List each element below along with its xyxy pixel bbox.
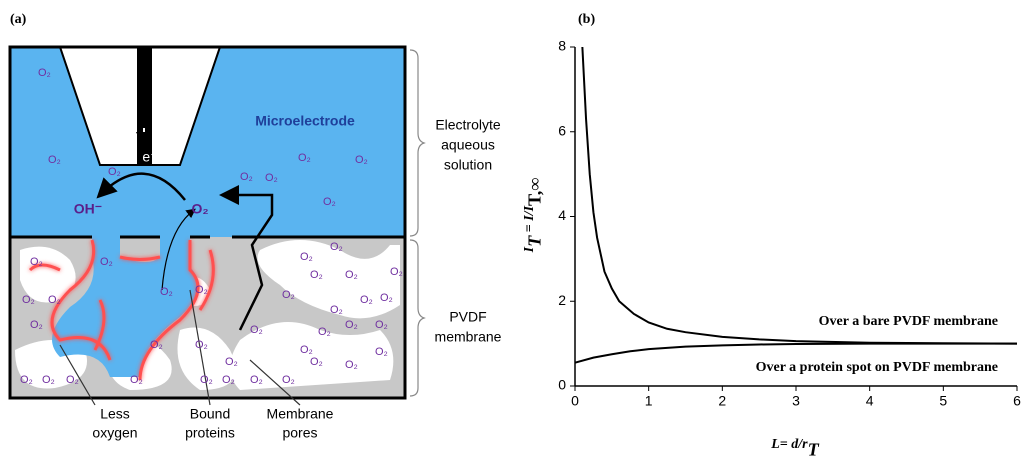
o2-label: O₂	[48, 294, 61, 306]
o2-label: O₂	[345, 269, 358, 281]
y-tick-label: 8	[558, 38, 566, 54]
callout-lines	[59, 289, 301, 406]
x-tick-label: 3	[792, 393, 800, 409]
o2-label: O₂	[380, 292, 393, 304]
axis-label-part: = I/I	[522, 205, 537, 235]
o2-label: O₂	[22, 294, 35, 306]
o2-label: O₂	[345, 359, 358, 371]
o2-label: O₂	[108, 166, 121, 178]
line-series	[581, 46, 1018, 345]
o2-label: O₂	[323, 196, 336, 208]
oxygen-label: O₂	[191, 201, 208, 217]
o2-label: O₂	[222, 374, 235, 386]
reaction-arrow	[96, 172, 186, 201]
callout-label: Membrane	[267, 406, 334, 422]
panel-label: (a)	[10, 12, 27, 27]
y-tick-label: 4	[558, 207, 566, 223]
o2-label: O₂	[300, 251, 313, 263]
o2-label: O₂	[360, 294, 373, 306]
o2-label: O₂	[130, 374, 143, 386]
o2-label: O₂	[345, 319, 358, 331]
line-series	[574, 342, 1017, 364]
panel-a-frame	[8, 45, 407, 400]
o2-label: O₂	[240, 171, 253, 183]
o2-label: O₂	[355, 154, 368, 166]
o2-label: O₂	[30, 319, 43, 331]
series-annotation: Over a protein spot on PVDF membrane	[756, 360, 998, 375]
o2-label: O₂	[20, 374, 33, 386]
o2-label: O₂	[225, 356, 238, 368]
axis-label-part: T,∞	[525, 178, 545, 206]
pore-diffusion-arrow	[219, 185, 274, 331]
o2-label: O₂	[48, 154, 61, 166]
series-annotation: Over a bare PVDF membrane	[819, 314, 998, 329]
x-axis-label: L= d/rT	[770, 437, 819, 459]
o2-label: O₂	[160, 286, 173, 298]
y-tick-label: 2	[558, 292, 566, 308]
o2-label: O₂	[195, 284, 208, 296]
x-tick-label: 2	[718, 393, 726, 409]
o2-label: O₂	[150, 339, 163, 351]
electrolyte-label: Electrolyte	[435, 117, 501, 133]
y-tick-label: 0	[558, 377, 566, 393]
o2-label: O₂	[100, 256, 113, 268]
membrane-label: membrane	[435, 329, 502, 345]
electrode-wire	[137, 47, 152, 165]
o2-label: O₂	[390, 266, 403, 278]
callout-label: proteins	[185, 425, 235, 441]
x-tick-label: 4	[866, 393, 874, 409]
o2-label: O₂	[375, 346, 388, 358]
callout-label: oxygen	[92, 425, 137, 441]
o2-label: O₂	[38, 67, 51, 79]
panel-label: (b)	[578, 12, 595, 27]
diffusion-arrow	[161, 208, 196, 291]
o2-label: O₂	[195, 339, 208, 351]
o2-label: O₂	[265, 172, 278, 184]
o2-label: O₂	[282, 374, 295, 386]
o2-label: O₂	[310, 269, 323, 281]
o2-label: O₂	[330, 241, 343, 253]
o2-label: O₂	[30, 256, 43, 268]
protein-layer	[28, 239, 215, 381]
o2-label: O₂	[282, 289, 295, 301]
x-tick-label: 0	[571, 393, 579, 409]
callout-label: pores	[282, 425, 317, 441]
o2-label: O₂	[250, 374, 263, 386]
axis-label-part: I	[522, 246, 537, 253]
callout-label: Less	[100, 406, 130, 422]
o2-label: O₂	[300, 344, 313, 356]
o2-label: O₂	[330, 304, 343, 316]
membrane-label: PVDF	[449, 309, 486, 325]
pores	[15, 240, 400, 390]
o2-label: O₂	[310, 356, 323, 368]
o2-label: O₂	[66, 374, 79, 386]
axis-label-part: T	[808, 440, 820, 460]
x-tick-label: 5	[939, 393, 947, 409]
axis-label-part: L= d/r	[770, 437, 808, 452]
electrolyte-label: aqueous	[441, 137, 495, 153]
braces	[409, 49, 426, 397]
o2-label: O₂	[250, 324, 263, 336]
electrode-label: Microelectrode	[255, 113, 355, 129]
electrolyte-label: solution	[444, 157, 492, 173]
protein-channels	[52, 237, 198, 377]
electron-label: e⁻	[142, 149, 157, 165]
hydroxide-label: OH⁻	[74, 201, 102, 217]
o2-label: O₂	[42, 374, 55, 386]
o2-label: O₂	[298, 152, 311, 164]
y-axis-label: IT = I/IT,∞	[522, 178, 544, 254]
o2-label: O₂	[375, 319, 388, 331]
y-tick-label: 6	[558, 122, 566, 138]
o2-label: O₂	[200, 374, 213, 386]
axis-label-part: T	[525, 235, 545, 247]
x-tick-label: 1	[645, 393, 653, 409]
callout-label: Bound	[190, 406, 230, 422]
o2-label: O₂	[318, 326, 331, 338]
panel-a: (a) Microelectrode e⁻ OH⁻ O₂ O₂ O₂ O₂ O₂ O₂ O…	[8, 12, 502, 441]
x-tick-label: 6	[1013, 393, 1021, 409]
